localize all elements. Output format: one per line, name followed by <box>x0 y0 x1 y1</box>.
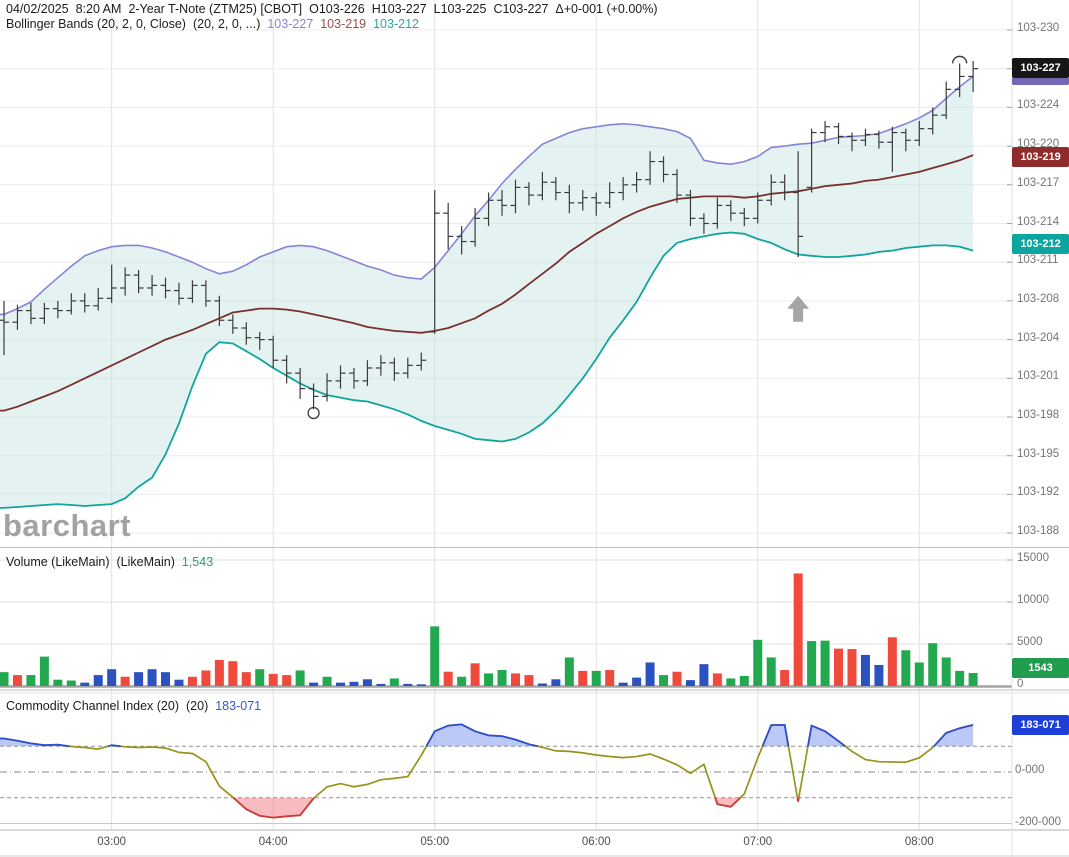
volume-bar <box>955 670 965 686</box>
volume-bar <box>632 677 642 686</box>
volume-bar <box>551 679 561 686</box>
cci-overbought-line <box>107 744 121 748</box>
volume-bar <box>336 682 345 686</box>
volume-bar <box>457 676 467 686</box>
cci-overbought-line <box>0 737 70 748</box>
volume-bar <box>685 680 695 686</box>
volume-bar <box>793 573 803 686</box>
volume-bar <box>672 671 682 686</box>
volume-bar <box>470 663 480 686</box>
volume-bar <box>645 662 655 686</box>
volume-bar <box>699 664 709 686</box>
cci-overbought-fill <box>762 724 789 747</box>
volume-bar <box>968 673 978 686</box>
volume-bar <box>578 670 588 686</box>
volume-bar <box>605 670 615 686</box>
volume-bar <box>659 675 669 686</box>
volume-bar <box>39 656 49 686</box>
cycle-low-marker <box>307 406 320 420</box>
cci-oversold-line <box>796 797 800 802</box>
volume-bar <box>497 670 507 686</box>
volume-bar <box>874 665 884 686</box>
cci-oversold-line <box>714 797 741 808</box>
volume-bar <box>134 672 144 686</box>
volume-bar <box>362 679 372 686</box>
volume-bar <box>295 670 305 686</box>
volume-bar <box>484 673 494 686</box>
volume-bar <box>241 672 251 686</box>
volume-bar <box>564 657 574 686</box>
volume-bar <box>510 673 520 686</box>
volume-bar <box>309 682 319 686</box>
cci-overbought-line <box>761 723 790 747</box>
cycle-high-marker <box>951 55 968 64</box>
volume-bar <box>120 676 130 686</box>
up-arrow-marker <box>787 295 810 322</box>
volume-bar <box>255 669 265 686</box>
cci-overbought-line <box>807 724 846 748</box>
volume-bar <box>430 626 440 686</box>
volume-bar <box>820 640 830 686</box>
cci-overbought-line <box>425 723 539 748</box>
volume-bar <box>187 676 197 686</box>
cci-overbought-fill <box>807 725 846 747</box>
volume-bar <box>726 678 736 686</box>
volume-bar <box>26 675 36 686</box>
volume-bar <box>753 639 763 686</box>
volume-bar <box>66 680 76 686</box>
volume-bar <box>282 675 292 686</box>
volume-bar <box>887 637 897 686</box>
volume-bar <box>941 657 951 686</box>
volume-bar <box>712 673 722 686</box>
volume-bar <box>12 675 22 686</box>
volume-bar <box>834 648 844 686</box>
volume-bar <box>53 679 63 686</box>
volume-bar <box>349 681 359 686</box>
volume-bar <box>214 659 224 686</box>
bollinger-upper-line <box>0 75 974 316</box>
volume-bar <box>80 682 90 686</box>
bollinger-lower-line <box>0 231 974 509</box>
volume-bar <box>928 643 938 686</box>
volume-bar <box>403 683 413 686</box>
cci-oversold-line <box>232 797 315 819</box>
volume-bar <box>766 657 776 686</box>
volume-bar <box>147 669 157 686</box>
volume-bar <box>780 670 790 686</box>
volume-bar <box>0 672 9 686</box>
cci-overbought-fill <box>933 724 974 747</box>
volume-bar <box>914 662 924 686</box>
volume-bar <box>228 661 238 686</box>
volume-bar <box>618 682 628 686</box>
bollinger-band-fill <box>0 76 974 508</box>
volume-bar <box>93 675 103 686</box>
volume-bar <box>389 678 399 686</box>
volume-bar <box>268 673 278 686</box>
volume-bar <box>376 683 386 686</box>
cci-overbought-line <box>933 724 974 747</box>
volume-bar <box>161 672 171 686</box>
volume-bar <box>416 684 426 686</box>
volume-bar <box>107 669 117 686</box>
volume-bar <box>807 641 817 686</box>
volume-bar <box>537 683 547 686</box>
volume-bar <box>901 650 911 686</box>
bollinger-middle-line <box>0 154 974 412</box>
cci-overbought-fill <box>0 738 70 747</box>
volume-bar <box>174 679 184 686</box>
volume-bar <box>591 670 601 686</box>
volume-bar <box>201 670 211 686</box>
volume-bar <box>860 654 870 686</box>
volume-bar <box>524 675 534 686</box>
cci-overbought-fill <box>426 724 538 747</box>
volume-bar <box>847 649 857 686</box>
volume-bar <box>739 675 749 686</box>
volume-bar <box>322 676 332 686</box>
volume-bar <box>443 671 453 686</box>
